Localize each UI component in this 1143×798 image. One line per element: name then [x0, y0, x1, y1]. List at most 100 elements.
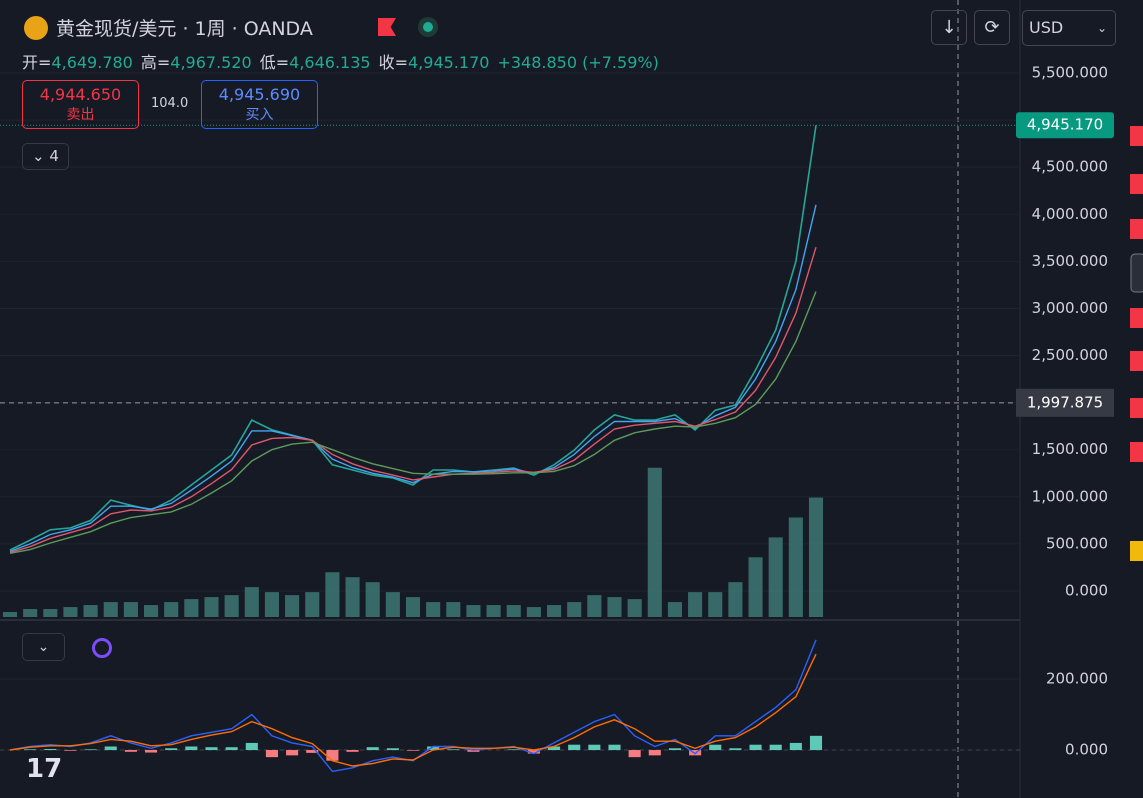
histogram-bar — [386, 748, 399, 751]
series-line — [9, 653, 817, 767]
histogram-bar — [427, 746, 440, 751]
histogram-bar — [24, 749, 37, 751]
volume-bar — [43, 609, 58, 617]
y-tick-label: 200.000 — [1046, 669, 1108, 687]
histogram-bar — [245, 742, 258, 751]
volume-bar — [23, 609, 38, 617]
volume-bar — [627, 599, 642, 617]
y-tick-label: 4,500.000 — [1032, 158, 1108, 176]
histogram-bar — [548, 746, 561, 751]
market-status[interactable] — [418, 17, 438, 37]
currency: USD — [1029, 18, 1064, 37]
gold-icon — [24, 16, 48, 40]
histogram-bar — [507, 749, 520, 751]
volume-bar — [143, 605, 159, 617]
histogram-bar — [44, 748, 57, 751]
histogram-bar — [628, 750, 641, 758]
download-button[interactable]: ↓ — [931, 10, 967, 45]
volume-bar — [788, 517, 803, 617]
volume-bar — [285, 595, 300, 617]
histogram-bar — [145, 750, 158, 753]
volume-bar — [748, 557, 763, 617]
volume-bar — [708, 592, 723, 617]
series-line — [9, 291, 817, 554]
price-change: +348.850 (+7.59%) — [497, 53, 659, 72]
series-line — [9, 204, 817, 553]
ohlc-value: 4,649.780 — [51, 53, 133, 72]
tv-logo[interactable]: 17 — [26, 754, 63, 784]
buy-label: 买入 — [245, 107, 274, 123]
histogram-bar — [588, 744, 601, 751]
histogram-bar — [789, 742, 802, 751]
volume-bar — [305, 592, 320, 617]
histogram-bar — [124, 750, 137, 752]
volume-bar — [667, 602, 683, 617]
y-tick-label: 1,000.000 — [1032, 487, 1108, 505]
volume-bar — [688, 592, 703, 617]
histogram-bar — [225, 747, 238, 751]
y-tick-label: 0.000 — [1065, 581, 1108, 599]
volume-bar — [526, 607, 541, 617]
crosshair-tag — [1016, 388, 1114, 417]
volume-bar — [325, 572, 340, 617]
sell-button[interactable]: 4,944.650 卖出 — [22, 80, 139, 129]
buy-button[interactable]: 4,945.690 买入 — [201, 80, 318, 129]
volume-bar — [567, 602, 582, 617]
volume-bar — [385, 592, 400, 617]
side-markers — [1130, 126, 1143, 561]
macd-toggle[interactable]: ⌄ — [22, 633, 65, 661]
histogram-bar — [668, 748, 681, 751]
histogram-bar — [306, 750, 319, 753]
indicators-toggle[interactable]: ⌄ 4 — [22, 143, 69, 170]
histogram-bar — [84, 749, 97, 751]
currency-select[interactable]: USD ⌄ — [1022, 10, 1116, 46]
volume-bar — [446, 602, 461, 617]
volume-bar — [486, 605, 501, 617]
volume-bar — [103, 602, 118, 617]
histogram-bar — [64, 750, 77, 751]
y-tick-label: 0.000 — [1065, 741, 1108, 759]
histogram-bar — [346, 750, 359, 752]
ohlc-label: 高= — [140, 53, 171, 72]
histogram-bar — [729, 748, 742, 751]
series-line — [9, 246, 817, 554]
flag-icon[interactable] — [378, 18, 396, 36]
volume-bar — [365, 582, 380, 617]
histogram-bar — [809, 735, 823, 751]
volume-bar — [244, 587, 259, 617]
histogram-bar — [205, 747, 218, 751]
volume-bar — [506, 605, 521, 617]
sync-icon[interactable] — [92, 638, 112, 658]
histogram-bar — [265, 750, 278, 758]
histogram-bar — [286, 750, 299, 756]
histogram-bar — [467, 750, 480, 752]
volume-bar — [224, 595, 239, 617]
ohlc-row: 开=4,649.780 高=4,967.520 低=4,646.135 收=4,945… — [22, 49, 659, 73]
volume-bar — [587, 595, 602, 617]
y-tick-label: 3,500.000 — [1032, 252, 1108, 270]
symbol-title: 黄金现货/美元 · 1周 · OANDA — [56, 18, 313, 40]
spread: 104.0 — [151, 96, 189, 111]
volume-bar — [808, 497, 824, 617]
volume-bar — [647, 467, 662, 617]
volume-bar — [768, 537, 783, 617]
volume-bar — [728, 582, 743, 617]
histogram-bar — [406, 750, 420, 751]
ohlc-label: 开= — [22, 53, 52, 72]
ohlc-value: 4,646.135 — [289, 53, 371, 72]
sell-label: 卖出 — [66, 107, 95, 123]
refresh-button[interactable]: ⟳ — [974, 10, 1010, 45]
volume-bar — [466, 605, 481, 617]
histogram-bar — [185, 746, 198, 751]
y-tick-label: 2,500.000 — [1032, 346, 1108, 364]
histogram-bar — [769, 744, 782, 751]
y-tick-label: 5,500.000 — [1032, 63, 1108, 81]
volume-bar — [546, 605, 562, 617]
y-tick-label: 4,000.000 — [1032, 205, 1108, 223]
volume-bar — [345, 577, 360, 617]
volume-bar — [204, 597, 219, 617]
histogram-bar — [104, 746, 117, 751]
indicator-count: 4 — [49, 147, 59, 165]
